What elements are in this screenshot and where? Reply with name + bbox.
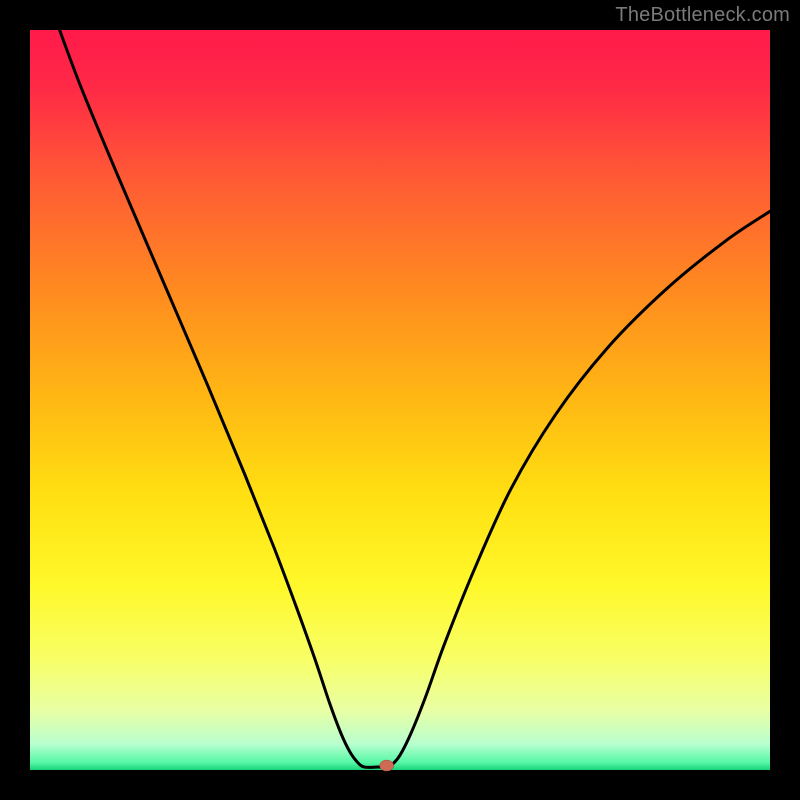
chart-container: { "watermark": { "text": "TheBottleneck.… xyxy=(0,0,800,800)
watermark-text: TheBottleneck.com xyxy=(615,4,790,27)
bottleneck-chart xyxy=(0,0,800,800)
optimum-marker xyxy=(380,760,394,771)
plot-area xyxy=(30,30,770,770)
